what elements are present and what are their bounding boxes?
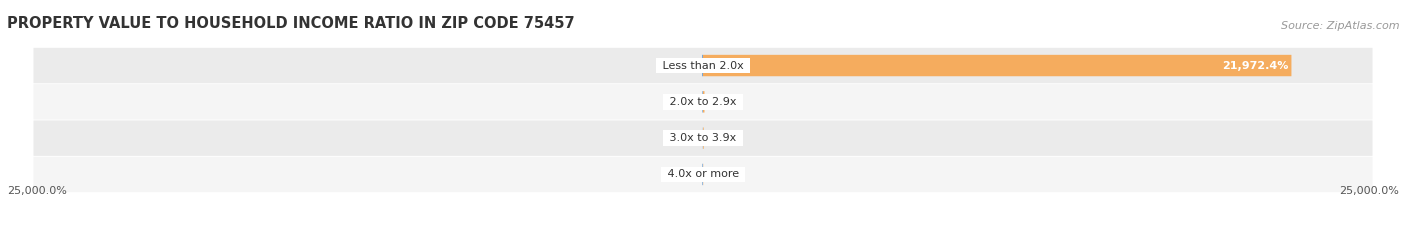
Text: 8.0%: 8.0% [671, 133, 699, 143]
FancyBboxPatch shape [34, 120, 1372, 156]
FancyBboxPatch shape [703, 91, 704, 113]
Text: 2.0x to 2.9x: 2.0x to 2.9x [666, 97, 740, 107]
FancyBboxPatch shape [34, 84, 1372, 120]
FancyBboxPatch shape [34, 48, 1372, 83]
Text: 21,972.4%: 21,972.4% [1222, 61, 1288, 71]
Text: PROPERTY VALUE TO HOUSEHOLD INCOME RATIO IN ZIP CODE 75457: PROPERTY VALUE TO HOUSEHOLD INCOME RATIO… [7, 16, 574, 31]
Text: Less than 2.0x: Less than 2.0x [659, 61, 747, 71]
Text: 27.8%: 27.8% [662, 169, 699, 179]
Text: 37.4%: 37.4% [662, 61, 697, 71]
FancyBboxPatch shape [34, 157, 1372, 192]
Text: 8.6%: 8.6% [707, 169, 735, 179]
Text: 25.5%: 25.5% [707, 133, 744, 143]
Text: 26.8%: 26.8% [662, 97, 699, 107]
Text: 3.0x to 3.9x: 3.0x to 3.9x [666, 133, 740, 143]
FancyBboxPatch shape [703, 55, 1292, 76]
Text: 4.0x or more: 4.0x or more [664, 169, 742, 179]
Text: 55.4%: 55.4% [709, 97, 744, 107]
Text: Source: ZipAtlas.com: Source: ZipAtlas.com [1281, 21, 1399, 31]
Text: 25,000.0%: 25,000.0% [7, 186, 66, 196]
Text: 25,000.0%: 25,000.0% [1340, 186, 1399, 196]
